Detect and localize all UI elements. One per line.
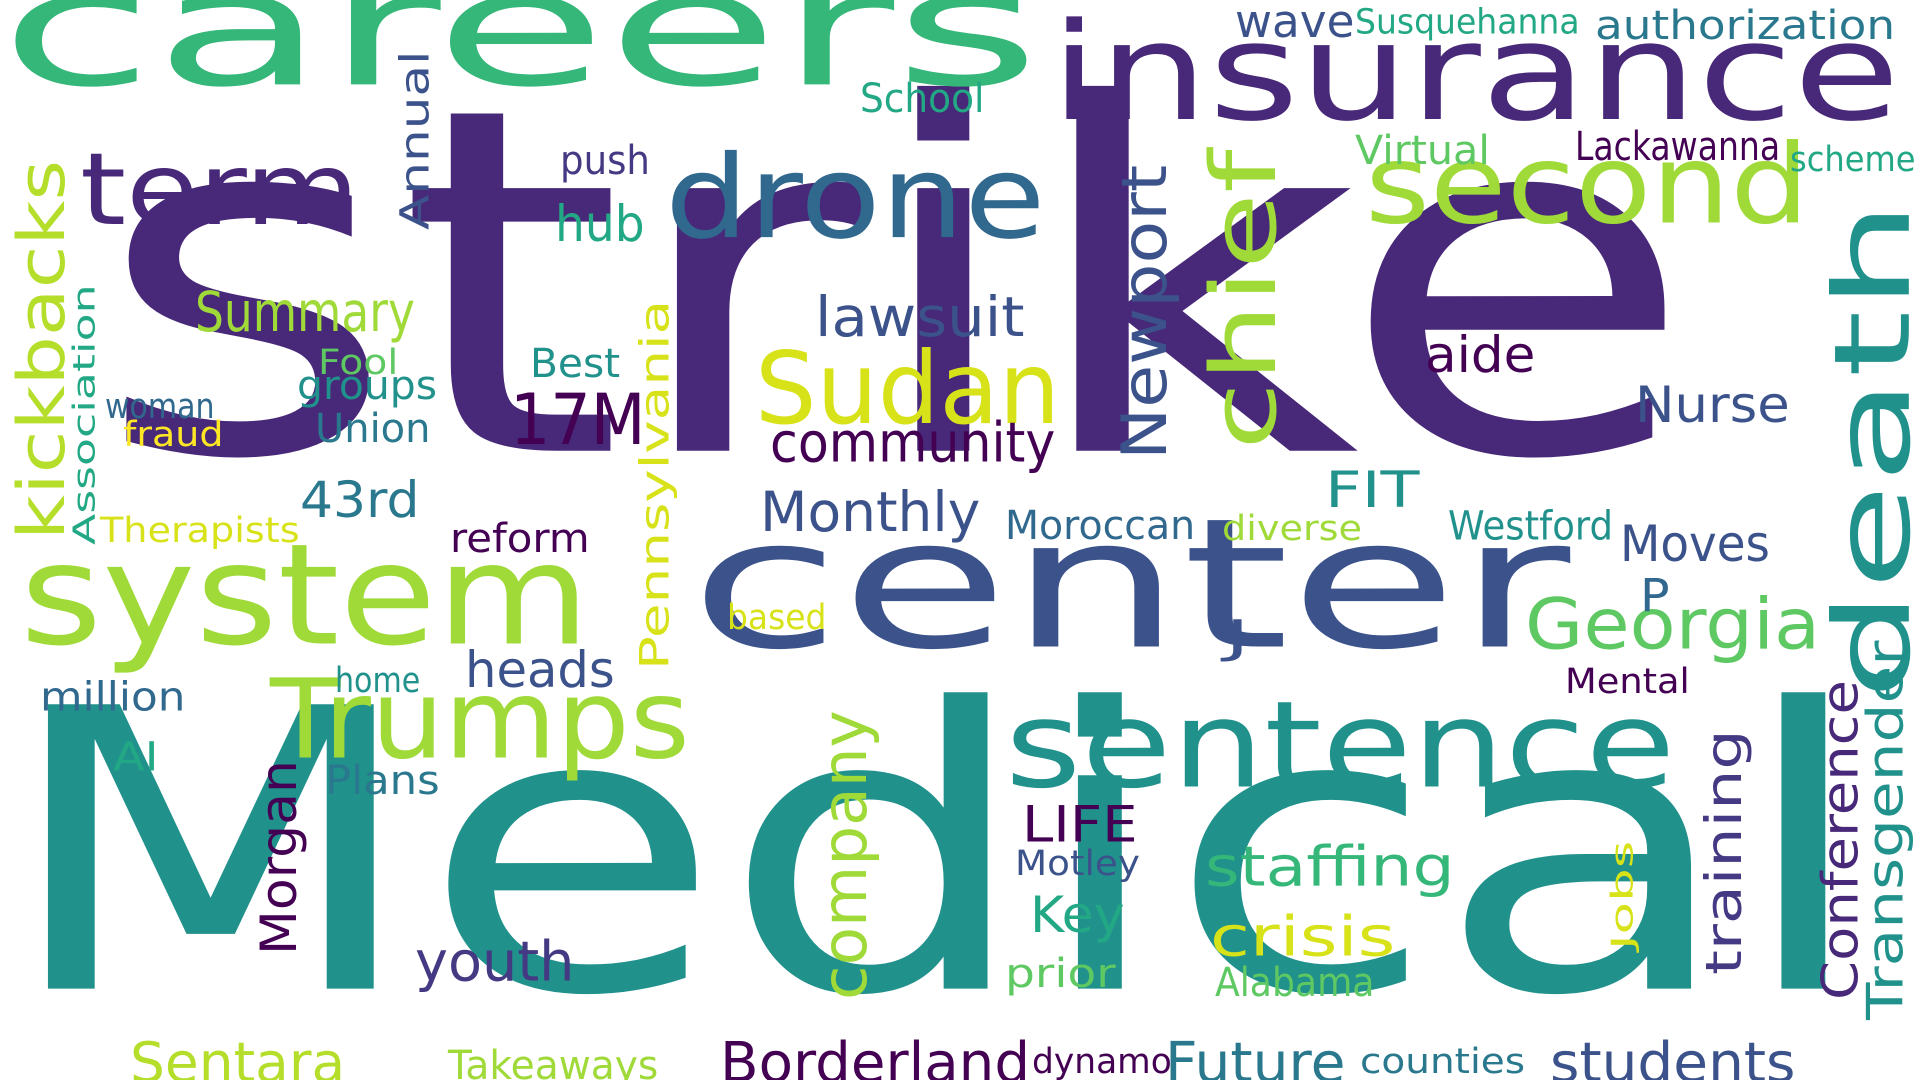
word-annual: Annual — [391, 50, 439, 230]
word-woman: woman — [105, 386, 215, 428]
word-life: LIFE — [1022, 795, 1138, 854]
word-medical: Medical — [0, 627, 1872, 1080]
word-takeaways: Takeaways — [448, 1041, 659, 1080]
word-push: push — [560, 136, 650, 184]
word-sentara: Sentara — [130, 1030, 346, 1080]
word-heads: heads — [465, 640, 615, 700]
word-summary: Summary — [195, 280, 415, 345]
word-nurse: Nurse — [1635, 375, 1790, 435]
word-crisis: crisis — [1210, 905, 1396, 970]
word-pennsylvania: Pennsylvania — [631, 299, 679, 670]
word-chief: chief — [1192, 149, 1298, 451]
word-school: School — [860, 74, 985, 122]
word-conference: Conference — [1810, 680, 1870, 1000]
word-motley: Motley — [1015, 843, 1140, 885]
word-association: Association — [66, 284, 103, 545]
word-scheme: scheme — [1790, 138, 1916, 180]
word-home: home — [335, 659, 421, 701]
word-ai: AI — [113, 734, 159, 781]
word-westford: Westford — [1448, 503, 1614, 550]
word-staffing: staffing — [1205, 835, 1455, 900]
word-drone: drone — [665, 130, 1046, 265]
word-monthly: Monthly — [760, 480, 981, 545]
word-strike: strike — [95, 4, 1696, 565]
word-best: Best — [530, 339, 621, 387]
word-key: Key — [1030, 885, 1125, 945]
word-p: P — [1640, 571, 1670, 623]
word-term: term — [80, 131, 360, 248]
word-sudan: Sudan — [755, 331, 1061, 448]
word-trumps: Trumps — [270, 655, 690, 784]
word-students: students — [1550, 1030, 1796, 1080]
word-wave: wave — [1235, 0, 1355, 49]
word-aide: aide — [1425, 325, 1536, 385]
word-careers: careers — [0, 0, 1041, 123]
word-sentence: sentence — [1005, 675, 1676, 815]
word-insurance: insurance — [1050, 0, 1901, 151]
word-virtual: Virtual — [1355, 126, 1490, 174]
word-counties: counties — [1360, 1041, 1526, 1080]
word-based: based — [727, 596, 827, 638]
word-lackawanna: Lackawanna — [1575, 124, 1781, 171]
word-diverse: diverse — [1222, 508, 1363, 550]
word-fool: Fool — [318, 341, 399, 383]
word-authorization: authorization — [1595, 1, 1896, 49]
word-youth: youth — [415, 930, 575, 995]
word-hub: hub — [555, 195, 645, 254]
word-dynamo: dynamo — [1032, 1041, 1172, 1080]
word-community: community — [770, 410, 1056, 475]
word-fraud: fraud — [123, 414, 224, 456]
word-death: death — [1811, 200, 1920, 701]
word-center: center — [690, 479, 1571, 690]
word-system: system — [20, 513, 591, 677]
word-17m: 17M — [510, 379, 646, 461]
word-lawsuit: lawsuit — [815, 285, 1025, 350]
word-second: second — [1365, 120, 1810, 249]
word-j: J — [1225, 611, 1250, 664]
word-alabama: Alabama — [1215, 958, 1375, 1006]
word-fit: FIT — [1325, 460, 1420, 520]
word-future: Future — [1165, 1030, 1346, 1080]
word-therapists: Therapists — [100, 509, 300, 551]
word-training: training — [1695, 729, 1754, 975]
word-georgia: Georgia — [1525, 583, 1821, 666]
word-prior: prior — [1005, 949, 1116, 997]
word-morgan: Morgan — [250, 759, 309, 955]
word-plans: Plans — [325, 756, 440, 804]
word-moroccan: Moroccan — [1005, 501, 1196, 549]
word-union: Union — [315, 404, 431, 452]
word-moves: Moves — [1620, 515, 1770, 574]
word-jobs: Jobs — [1605, 840, 1641, 950]
word-newport: Newport — [1109, 164, 1182, 460]
word-mental: Mental — [1565, 661, 1690, 703]
word-reform: reform — [450, 514, 590, 562]
word-kickbacks: kickbacks — [4, 159, 81, 540]
word-million: million — [40, 674, 186, 721]
word-susquehanna: Susquehanna — [1355, 2, 1580, 43]
word-groups: groups — [297, 361, 438, 409]
word-43rd: 43rd — [300, 470, 420, 530]
word-company: company — [809, 710, 882, 1000]
word-borderland: Borderland — [720, 1030, 1031, 1080]
